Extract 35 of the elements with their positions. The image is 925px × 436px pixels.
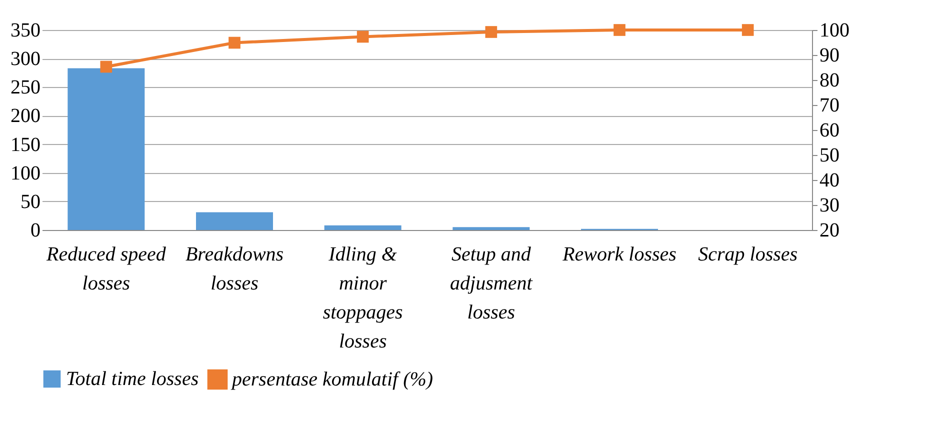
legend-label: persentase komulatif (%): [230, 368, 434, 390]
y-tick-label: 100: [10, 162, 40, 184]
y-tick-label: 250: [10, 76, 40, 99]
bar: [68, 68, 145, 230]
y-tick-label: 350: [10, 20, 40, 42]
y2-tick-label: 50: [820, 144, 840, 166]
x-tick-label: Idling & minor stoppages losses: [322, 244, 404, 352]
y2-tick-label: 70: [820, 94, 840, 116]
y2-tick-label: 90: [820, 44, 840, 66]
legend-label: Total time losses: [66, 368, 199, 390]
point: [100, 60, 112, 73]
point: [356, 30, 369, 43]
y2-tick-label: 20: [820, 220, 840, 242]
y-tick-label: 50: [20, 190, 40, 213]
point: [742, 24, 754, 36]
y2-tick-label: 60: [820, 120, 840, 142]
y2-tick-label: 100: [820, 20, 850, 42]
x-tick-label: Rework losses: [562, 244, 677, 266]
y-tick-label: 200: [10, 105, 40, 128]
x-tick-label: Breakdowns losses: [185, 244, 284, 294]
y2-tick-label: 40: [820, 170, 840, 192]
y-tick-label: 150: [10, 134, 40, 156]
y-tick-label: 0: [30, 220, 40, 242]
point: [485, 26, 498, 38]
y2-tick-label: 30: [820, 194, 840, 216]
y2-tick-label: 80: [820, 70, 840, 92]
y-tick-label: 300: [10, 48, 40, 70]
bar: [324, 225, 402, 230]
bar: [196, 212, 273, 230]
x-tick-label: Scrap losses: [698, 244, 798, 266]
x-tick-label: Setup and adjusment losses: [450, 244, 533, 324]
x-tick-label: Reduced speed losses: [45, 244, 167, 294]
point: [614, 24, 626, 36]
point: [228, 36, 240, 49]
bar: [452, 227, 530, 230]
